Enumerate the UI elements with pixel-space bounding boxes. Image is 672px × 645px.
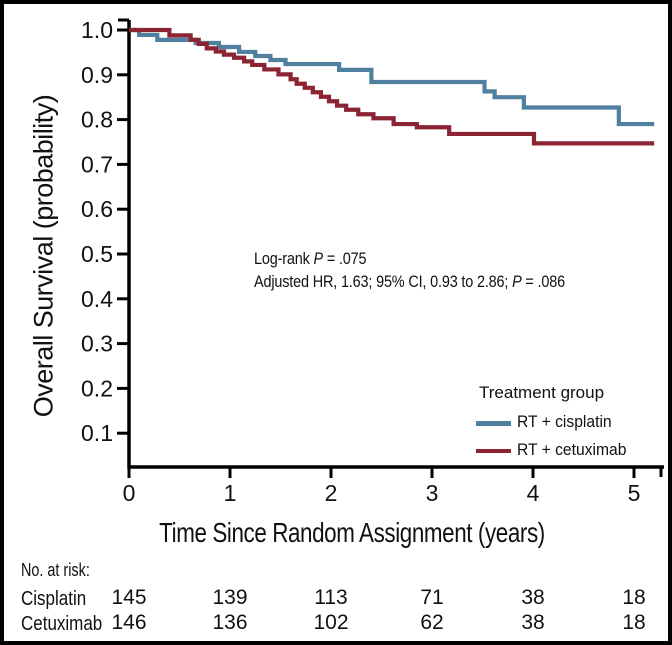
stats-annotation: Log-rank P = .075 Adjusted HR, 1.63; 95%…	[254, 247, 565, 293]
cetuximab-line-swatch	[476, 448, 511, 453]
y-tick-label: 0.7	[81, 151, 113, 177]
survival-curves	[129, 27, 655, 146]
at-risk-value: 62	[420, 611, 443, 634]
at-risk-value: 102	[313, 611, 348, 634]
y-axis-title: Overall Survival (probability)	[28, 94, 59, 418]
hr-p-symbol: P	[512, 272, 522, 291]
at-risk-value: 146	[111, 611, 146, 634]
legend-label-cetuximab: RT + cetuximab	[517, 440, 627, 459]
axis-ticks	[117, 28, 636, 478]
at-risk-row-label-cetuximab: Cetuximab	[21, 613, 103, 635]
at-risk-values: 145 139 113 71 38 18 146 136 102 62 38 18	[111, 586, 645, 634]
legend: Treatment group RT + cisplatin RT + cetu…	[476, 383, 666, 473]
at-risk-value: 18	[622, 611, 645, 634]
y-tick-label: 0.6	[81, 196, 113, 222]
y-tick-label: 0.5	[81, 241, 113, 267]
at-risk-value: 139	[212, 586, 247, 609]
y-tick-label: 0.9	[81, 62, 113, 88]
x-axis-title: Time Since Random Assignment (years)	[159, 517, 545, 548]
at-risk-value: 113	[314, 586, 347, 609]
at-risk-value: 38	[521, 611, 544, 634]
x-tick-label: 4	[527, 480, 540, 506]
at-risk-row-label-cisplatin: Cisplatin	[21, 588, 87, 610]
at-risk-value: 71	[420, 586, 443, 609]
rt-cetuximab-curve	[129, 27, 655, 146]
x-tick-label: 3	[426, 480, 439, 506]
km-plot: 1.0 0.9 0.8 0.7 0.6 0.5 0.4 0.3 0.2 0.1 0 1 2 3 4 5 145…	[81, 17, 664, 634]
at-risk-value: 136	[212, 611, 247, 634]
x-tick-label: 2	[325, 480, 338, 506]
at-risk-value: 38	[521, 586, 544, 609]
logrank-p-symbol: P	[313, 249, 324, 268]
hazard-ratio-line: Adjusted HR, 1.63; 95% CI, 0.93 to 2.86;…	[254, 270, 565, 293]
cisplatin-line-swatch	[476, 421, 511, 426]
legend-title: Treatment group	[479, 383, 605, 402]
x-tick-label: 1	[224, 480, 237, 506]
y-tick-label: 0.1	[81, 420, 113, 446]
at-risk-header: No. at risk:	[21, 560, 90, 580]
hr-text: Adjusted HR, 1.63; 95% CI, 0.93 to 2.86;	[254, 272, 513, 291]
logrank-text: Log-rank	[254, 249, 314, 268]
axis-tick-labels: 1.0 0.9 0.8 0.7 0.6 0.5 0.4 0.3 0.2 0.1 0 1 2 3 4 5	[81, 17, 640, 506]
y-tick-label: 0.3	[81, 331, 113, 357]
x-tick-label: 0	[123, 480, 136, 506]
x-tick-label: 5	[628, 480, 641, 506]
legend-label-cisplatin: RT + cisplatin	[517, 412, 612, 431]
at-risk-value: 18	[622, 586, 645, 609]
y-tick-label: 0.4	[81, 286, 113, 312]
hr-p-value: = .086	[521, 272, 565, 291]
y-tick-label: 1.0	[81, 17, 113, 43]
logrank-line: Log-rank P = .075	[254, 247, 565, 270]
y-tick-label: 0.8	[81, 107, 113, 133]
logrank-p-value: = .075	[322, 249, 367, 268]
at-risk-value: 145	[111, 586, 146, 609]
y-tick-label: 0.2	[81, 375, 113, 401]
